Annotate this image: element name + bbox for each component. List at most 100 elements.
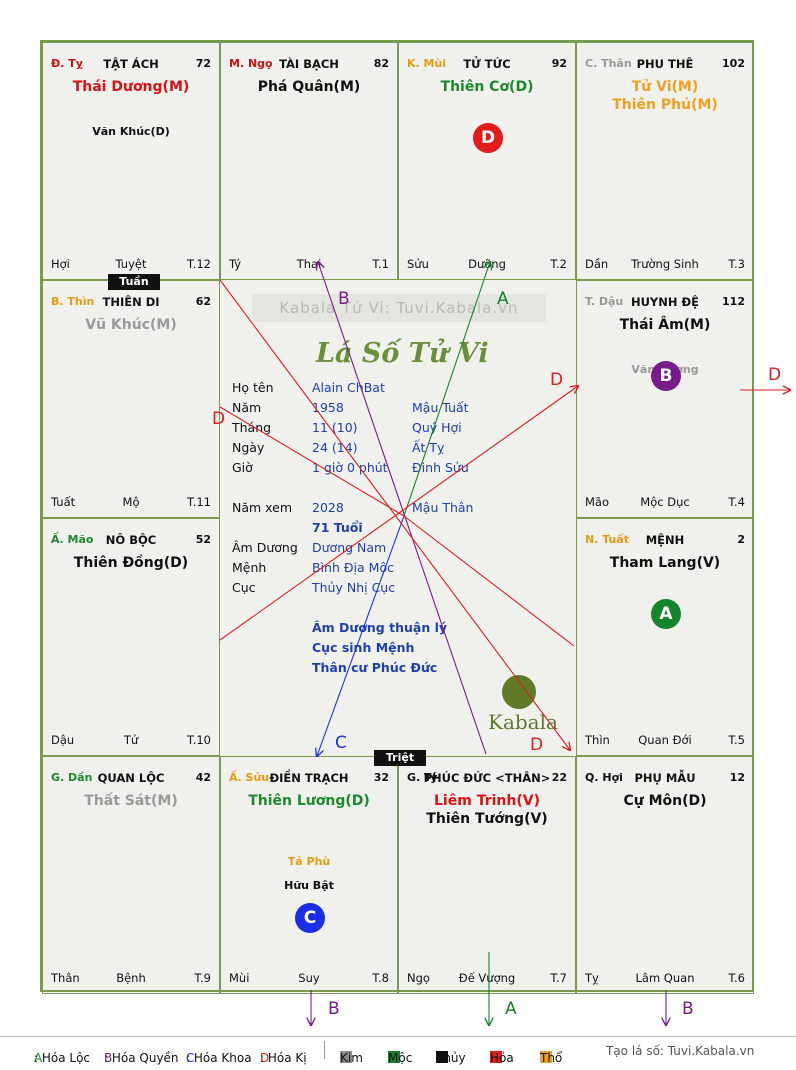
arrow-label: D xyxy=(768,365,781,385)
palace-bottom-stage: Thai xyxy=(296,257,322,271)
palace-mui: K. Mùi TỬ TỨC 92 Thiên Cơ(D) D Sửu Dưỡng T.2 xyxy=(398,42,576,280)
arrow-label: D xyxy=(212,409,225,429)
palace-name: NÔ BỘC xyxy=(105,533,157,547)
palace-bottom-stage: Quan Đới xyxy=(638,733,692,747)
palace-branch: N. Tuất xyxy=(585,533,630,546)
arrow-a-line xyxy=(403,262,490,517)
palace-bottom-left: Dần xyxy=(585,257,609,271)
arrow-d-line2 xyxy=(403,515,575,647)
palace-name: ĐIỀN TRẠCH xyxy=(269,771,349,785)
info-value: 1958 xyxy=(312,400,344,415)
major-star: Vũ Khúc(M) xyxy=(85,317,177,333)
info-note: Cục sinh Mệnh xyxy=(312,640,415,655)
major-star: Thiên Lương(D) xyxy=(248,793,370,809)
palace-bottom-left: Thìn xyxy=(585,733,610,747)
palace-bottom-left: Mão xyxy=(585,495,610,509)
palace-bottom-term: T.10 xyxy=(187,733,211,747)
palace-bottom-stage: Lâm Quan xyxy=(635,971,695,985)
palace-branch: B. Thìn xyxy=(51,295,95,308)
info-label: Giờ xyxy=(232,460,253,475)
palace-number: 2 xyxy=(737,533,745,546)
palace-name: MỆNH xyxy=(645,533,685,547)
palace-bottom-stage: Tử xyxy=(123,733,139,747)
info-value: Bình Địa Mộc xyxy=(312,560,394,575)
palace-bottom-stage: Bệnh xyxy=(116,971,146,985)
palace-number: 102 xyxy=(722,57,745,70)
major-star: Phá Quân(M) xyxy=(257,79,361,95)
arrow-label: B xyxy=(338,289,350,309)
palace-number: 12 xyxy=(729,771,745,784)
palace-number: 92 xyxy=(551,57,567,70)
palace-bottom-stage: Suy xyxy=(298,971,320,985)
info-note: Âm Dương thuận lý xyxy=(312,620,448,635)
palace-bottom-stage: Tuyệt xyxy=(115,257,147,271)
palace-branch: G. Tý xyxy=(407,771,438,784)
palace-ti: G. Tý PHÚC ĐỨC <THÂN> 22 Liêm Trinh(V) Thiên… xyxy=(398,756,576,994)
arrow-label: C xyxy=(335,733,347,753)
palace-bottom-term: T.1 xyxy=(372,257,389,271)
minor-star: Văn Khúc(D) xyxy=(92,125,170,138)
palace-branch: K. Mùi xyxy=(407,57,447,70)
palace-bottom-stage: Mộ xyxy=(122,495,140,509)
transform-circle: C xyxy=(295,903,325,933)
major-star: Cự Môn(D) xyxy=(623,793,707,809)
arrow-label: A xyxy=(497,289,509,309)
palace-name: PHÚC ĐỨC <THÂN> xyxy=(423,771,551,785)
info-can-chi: Ất Tỵ xyxy=(412,440,445,455)
palace-bottom-term: T.2 xyxy=(550,257,567,271)
transform-circle: A xyxy=(651,599,681,629)
palace-branch: M. Ngọ xyxy=(229,57,273,70)
palace-bottom-term: T.8 xyxy=(372,971,389,985)
palace-bottom-left: Sửu xyxy=(407,257,429,271)
palace-tuat: N. Tuất MỆNH 2 Tham Lang(V) A Thìn Quan Đới T.5 xyxy=(576,518,754,756)
info-label: Năm xyxy=(232,400,262,415)
palace-name: THIÊN DI xyxy=(102,295,160,309)
palace-than: C. Thân PHU THÊ 102 Tử Vi(M) Thiên Phủ(M) Dần… xyxy=(576,42,754,280)
info-label: Họ tên xyxy=(232,380,274,395)
major-star: Tử Vi(M) xyxy=(631,79,699,95)
triet-tag: Triệt xyxy=(374,750,426,766)
major-star: Thái Dương(M) xyxy=(72,79,190,95)
palace-name: TỬ TỨC xyxy=(463,57,511,71)
major-star: Thiên Tướng(V) xyxy=(426,811,548,827)
chart-logo: Lá Số Tử Vi xyxy=(316,338,489,369)
arrow-label: A xyxy=(505,999,517,1019)
palace-suu: Ấ. Sửu ĐIỀN TRẠCH 32 Thiên Lương(D) Tả Phù Hữ… xyxy=(220,756,398,994)
palace-bottom-left: Tuất xyxy=(51,495,76,509)
palace-number: 32 xyxy=(373,771,389,784)
arrow-label: B xyxy=(328,999,340,1019)
palace-branch: Q. Hợi xyxy=(585,771,623,784)
minor-star: Tả Phù xyxy=(287,855,331,868)
major-star: Thái Âm(M) xyxy=(619,317,711,333)
palace-number: 52 xyxy=(195,533,211,546)
palace-bottom-term: T.3 xyxy=(728,257,745,271)
kabala-brand: Kabala xyxy=(488,710,558,734)
legend-site: Tạo lá số: Tuvi.Kabala.vn xyxy=(606,1044,755,1058)
palace-name: PHỤ MẪU xyxy=(634,771,696,785)
palace-bottom-term: T.7 xyxy=(550,971,567,985)
palace-number: 82 xyxy=(373,57,389,70)
palace-bottom-stage: Trường Sinh xyxy=(631,257,699,271)
info-label: Âm Dương xyxy=(232,540,298,555)
palace-dan: G. Dần QUAN LỘC 42 Thất Sát(M) Thân Bệnh T.9 xyxy=(42,756,220,994)
info-can-chi: Quý Hợi xyxy=(412,420,462,435)
arrow-label: D xyxy=(530,735,543,755)
palace-bottom-left: Hợi xyxy=(51,257,70,271)
palace-bottom-left: Mùi xyxy=(229,971,250,985)
minor-star: Hữu Bật xyxy=(284,879,334,892)
palace-branch: G. Dần xyxy=(51,771,93,784)
info-value: 1 giờ 0 phút xyxy=(312,460,388,475)
major-star: Thiên Phủ(M) xyxy=(612,97,718,113)
info-can-chi: Đinh Sửu xyxy=(412,460,469,475)
info-label: Mệnh xyxy=(232,560,267,575)
arrow-label: B xyxy=(682,999,694,1019)
palace-branch: T. Dậu xyxy=(585,295,624,308)
info-label: Năm xem xyxy=(232,500,293,515)
palace-name: TÀI BẠCH xyxy=(279,57,339,71)
palace-bottom-stage: Mộc Dục xyxy=(640,495,690,509)
palace-name: HUYNH ĐỆ xyxy=(630,295,700,309)
palace-hoi: Q. Hợi PHỤ MẪU 12 Cự Môn(D) Tỵ Lâm Quan T.6 xyxy=(576,756,754,994)
palace-bottom-term: T.5 xyxy=(728,733,745,747)
palace-bottom-left: Tý xyxy=(229,257,242,271)
